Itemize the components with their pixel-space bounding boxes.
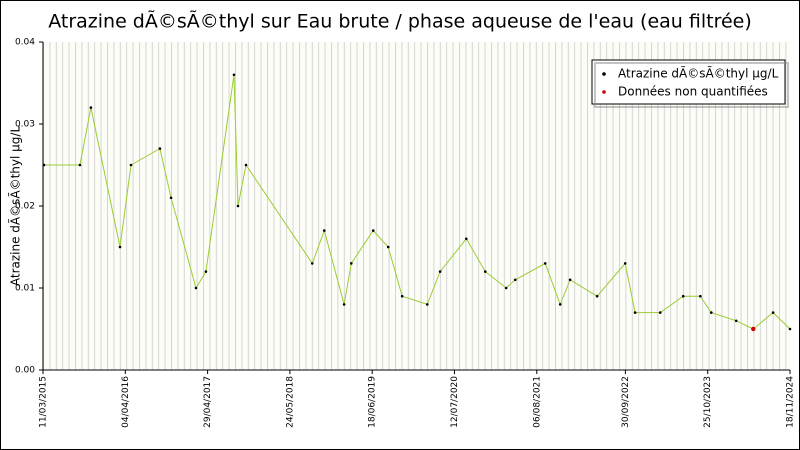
data-point xyxy=(633,311,637,314)
data-point xyxy=(386,245,390,249)
x-tick-label: 25/10/2023 xyxy=(703,376,713,428)
x-tick-label: 11/03/2015 xyxy=(39,376,49,428)
data-point xyxy=(623,262,627,265)
y-tick-label: 0.00 xyxy=(15,366,35,376)
data-point xyxy=(194,286,198,290)
data-point xyxy=(568,278,572,282)
data-point xyxy=(204,270,208,273)
legend-shadow xyxy=(594,62,789,108)
x-tick-label: 04/04/2016 xyxy=(121,376,131,428)
legend-marker xyxy=(602,90,606,94)
data-point xyxy=(681,294,685,298)
legend: Atrazine dÃ©sÃ©thyl µg/L Données non quan… xyxy=(591,59,789,108)
data-point xyxy=(371,229,375,232)
x-tick-label: 18/11/2024 xyxy=(786,376,796,428)
data-point xyxy=(658,311,662,314)
data-point xyxy=(734,319,738,323)
y-axis-label: Atrazine dÃ©sÃ©thyl µg/L xyxy=(8,126,23,287)
data-point xyxy=(158,147,162,150)
y-tick-label: 0.01 xyxy=(15,284,35,294)
data-point xyxy=(78,163,82,167)
y-tick-label: 0.02 xyxy=(15,202,35,212)
x-tick-label: 12/07/2020 xyxy=(450,376,460,428)
data-point xyxy=(89,106,93,109)
data-point xyxy=(751,326,756,332)
data-point xyxy=(322,229,326,232)
data-point xyxy=(558,303,562,306)
data-point xyxy=(595,294,599,298)
data-point xyxy=(513,278,517,282)
data-point xyxy=(169,196,173,200)
y-tick-label: 0.04 xyxy=(15,38,35,48)
legend-box xyxy=(591,59,786,105)
data-point xyxy=(425,303,429,306)
data-point xyxy=(483,270,487,273)
data-point xyxy=(129,163,133,167)
data-point xyxy=(310,262,314,265)
legend-label: Données non quantifiées xyxy=(618,85,768,99)
data-point xyxy=(232,73,236,77)
data-point xyxy=(244,163,248,167)
x-tick-label: 29/04/2017 xyxy=(203,376,213,428)
x-tick-label: 18/06/2019 xyxy=(368,376,378,428)
data-point xyxy=(699,294,702,298)
data-point xyxy=(118,245,122,249)
data-point xyxy=(788,327,792,331)
data-point xyxy=(465,237,468,241)
data-point xyxy=(400,294,404,298)
data-point xyxy=(42,163,46,167)
data-point xyxy=(342,303,346,306)
x-tick-label: 06/08/2021 xyxy=(532,376,542,428)
data-point xyxy=(709,311,713,314)
y-tick-label: 0.03 xyxy=(15,120,35,130)
legend-label: Atrazine dÃ©sÃ©thyl µg/L xyxy=(618,66,779,81)
x-tick-label: 30/09/2022 xyxy=(621,376,631,428)
data-point xyxy=(543,262,547,265)
data-point xyxy=(438,270,442,273)
x-tick-label: 24/05/2018 xyxy=(285,376,295,428)
legend-marker xyxy=(602,72,606,76)
chart-title: Atrazine dÃ©sÃ©thyl sur Eau brute / phas… xyxy=(48,10,752,33)
data-point xyxy=(236,204,240,208)
data-point xyxy=(504,286,508,290)
data-point xyxy=(771,311,775,314)
data-point xyxy=(349,262,353,265)
